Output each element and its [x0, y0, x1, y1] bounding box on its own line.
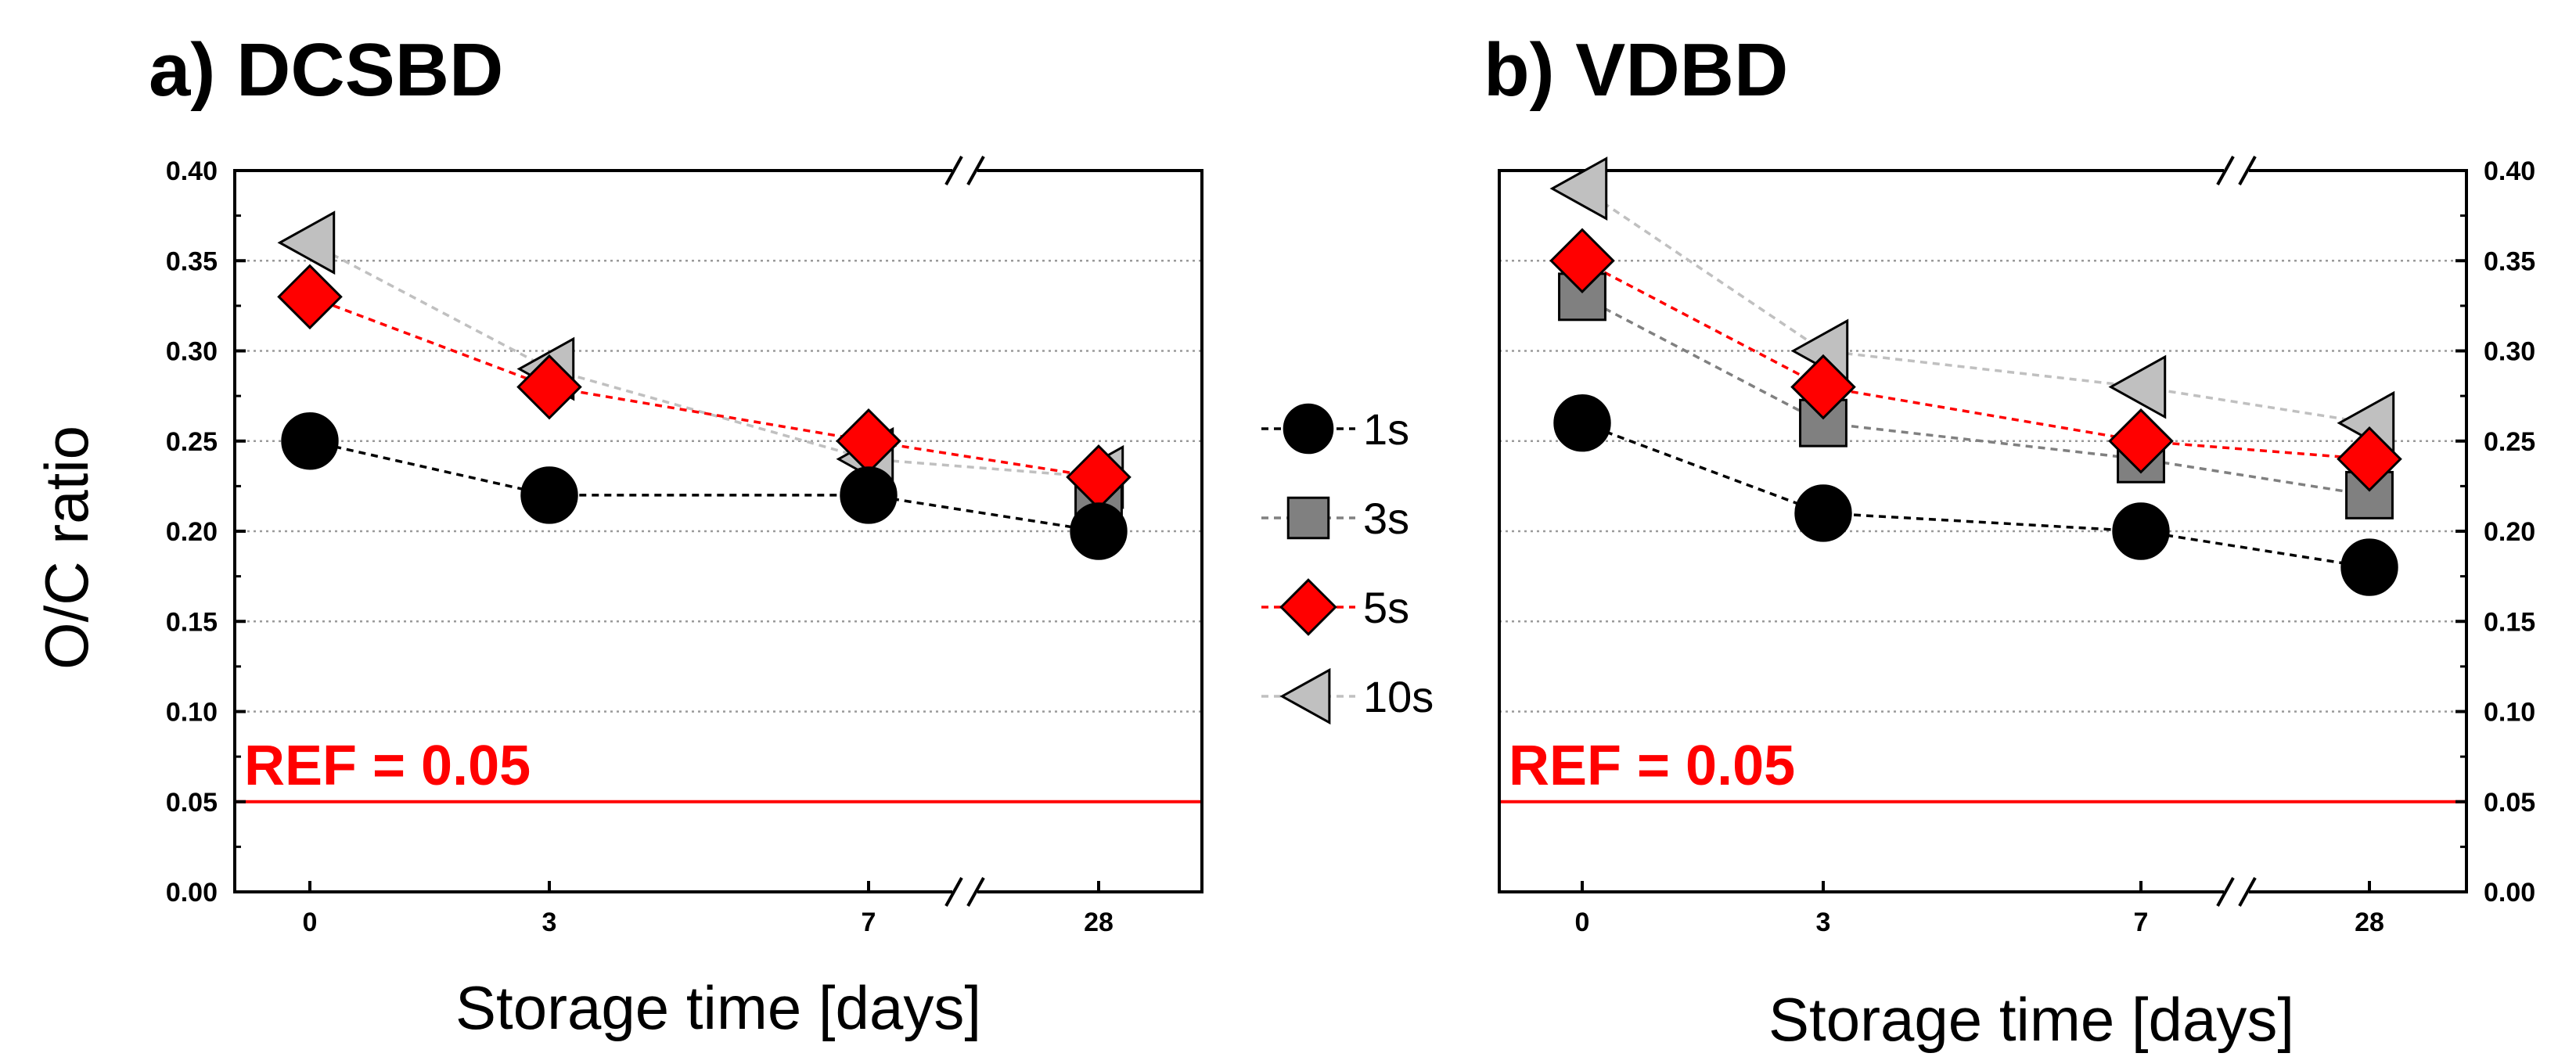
chart-b-y-tick-label: 0.15 — [2484, 607, 2535, 637]
chart-a-series-5s-line — [309, 295, 1099, 479]
legend-label-1s: 1s — [1363, 404, 1409, 454]
y-axis-label: O/C ratio — [32, 426, 101, 670]
chart-b-axis-break-mark — [2216, 156, 2235, 185]
chart-b-y-tick-label: 0.35 — [2484, 246, 2535, 276]
chart-b-y-tick-label: 0.40 — [2484, 156, 2535, 186]
chart-b-axis-break-gap — [2224, 887, 2249, 897]
chart-b-y-tick-label: 0.00 — [2484, 878, 2535, 908]
chart-a-series-1s-point — [520, 466, 578, 524]
chart-a-series-1s-point — [840, 466, 898, 524]
chart-a-x-tick-label: 7 — [862, 908, 876, 937]
chart-a-series-5s-point — [277, 264, 343, 330]
chart-b-series-10s-line — [1581, 187, 2370, 425]
chart-b-vdbd: b) VDBD Storage time [days] REF = 0.05 0.… — [1484, 28, 2535, 1054]
chart-a-title: a) DCSBD — [149, 28, 503, 112]
chart-b-y-tick-label: 0.25 — [2484, 427, 2535, 457]
chart-a-axis-break-mark — [944, 877, 963, 907]
chart-b-plot: REF = 0.05 0.00 0.05 0.10 0.15 0.20 0.25 0.30 0.… — [1498, 156, 2535, 937]
chart-a-axis-break-mark — [966, 877, 985, 907]
chart-b-series-10s-point — [2108, 354, 2167, 419]
chart-a-series-1s-point — [281, 412, 339, 470]
legend-marker-5s — [1279, 578, 1337, 636]
legend: 1s 3s 5s 10s — [1261, 403, 1434, 725]
chart-a-series-5s-point — [516, 354, 582, 420]
legend-marker-3s — [1286, 496, 1330, 540]
chart-b-reference-label: REF = 0.05 — [1509, 735, 1795, 797]
chart-b-series-1s-point — [1553, 394, 1611, 452]
chart-a-series-10s-point — [277, 210, 336, 275]
chart-b-axis-break-mark — [2238, 156, 2257, 185]
chart-a-y-tick-label: 0.20 — [166, 517, 218, 547]
chart-a-axis-break-gap — [952, 887, 977, 897]
chart-a-plot: REF = 0.05 0.00 0.05 0.10 0.15 0.20 0.25 0.30 0.… — [166, 156, 1203, 937]
chart-b-x-axis-label: Storage time [days] — [1768, 985, 2294, 1054]
chart-b-x-tick-label: 7 — [2134, 908, 2149, 937]
chart-b-series-5s-point — [2337, 426, 2402, 492]
chart-a-series-10s-line — [309, 241, 1099, 479]
chart-a-y-tick-label: 0.00 — [166, 878, 218, 908]
legend-marker-10s — [1279, 667, 1331, 725]
chart-b-y-tick-label: 0.05 — [2484, 788, 2535, 818]
legend-marker-1s — [1283, 403, 1334, 455]
chart-b-series-5s-line — [1581, 259, 2370, 461]
chart-a-y-tick-label: 0.40 — [166, 156, 218, 186]
legend-label-5s: 5s — [1363, 583, 1409, 632]
chart-a-y-tick-label: 0.25 — [166, 427, 218, 457]
chart-b-y-tick-label: 0.10 — [2484, 698, 2535, 728]
chart-a-x-axis-label: Storage time [days] — [455, 973, 981, 1042]
legend-label-3s: 3s — [1363, 494, 1409, 543]
chart-a-x-tick-label: 0 — [303, 908, 318, 937]
chart-a-series-1s-line — [309, 440, 1099, 533]
chart-b-series-1s-point — [2112, 502, 2170, 560]
chart-b-series-1s-point — [1794, 484, 1852, 542]
chart-a-reference-label: REF = 0.05 — [244, 735, 531, 797]
chart-b-axis-break-gap — [2224, 166, 2249, 175]
chart-a-axis-break-mark — [966, 156, 985, 185]
chart-b-x-tick-label: 0 — [1575, 908, 1590, 937]
chart-b-series-1s-point — [2340, 538, 2398, 596]
chart-a-axis-break-gap — [952, 166, 977, 175]
chart-a-x-tick-label: 28 — [1084, 908, 1114, 937]
chart-a-x-tick-label: 3 — [542, 908, 557, 937]
chart-b-x-tick-label: 3 — [1816, 908, 1831, 937]
chart-a-y-tick-label: 0.30 — [166, 337, 218, 367]
chart-a-axis-break-mark — [944, 156, 963, 185]
chart-b-title: b) VDBD — [1484, 28, 1788, 112]
chart-b-series-5s-point — [1790, 354, 1856, 420]
chart-b-y-tick-label: 0.20 — [2484, 517, 2535, 547]
chart-b-axis-break-mark — [2238, 877, 2257, 907]
chart-a-y-tick-label: 0.35 — [166, 246, 218, 276]
chart-b-axis-break-mark — [2216, 877, 2235, 907]
chart-a-y-tick-label: 0.10 — [166, 698, 218, 728]
chart-b-series-3s-line — [1581, 295, 2370, 497]
chart-b-y-tick-label: 0.30 — [2484, 337, 2535, 367]
chart-a-y-tick-label: 0.05 — [166, 788, 218, 818]
chart-b-x-tick-label: 28 — [2355, 908, 2384, 937]
chart-a-series-1s-point — [1070, 502, 1128, 560]
chart-b-series-5s-point — [1549, 228, 1615, 294]
chart-b-series-10s-point — [1549, 156, 1608, 221]
chart-b-series-1s-line — [1581, 422, 2370, 569]
chart-b-series-5s-point — [2108, 408, 2174, 474]
chart-a-y-tick-label: 0.15 — [166, 607, 218, 637]
legend-label-10s: 10s — [1363, 672, 1434, 721]
chart-a-dcsbd: a) DCSBD Storage time [days] REF = 0.05 0… — [149, 28, 1203, 1042]
